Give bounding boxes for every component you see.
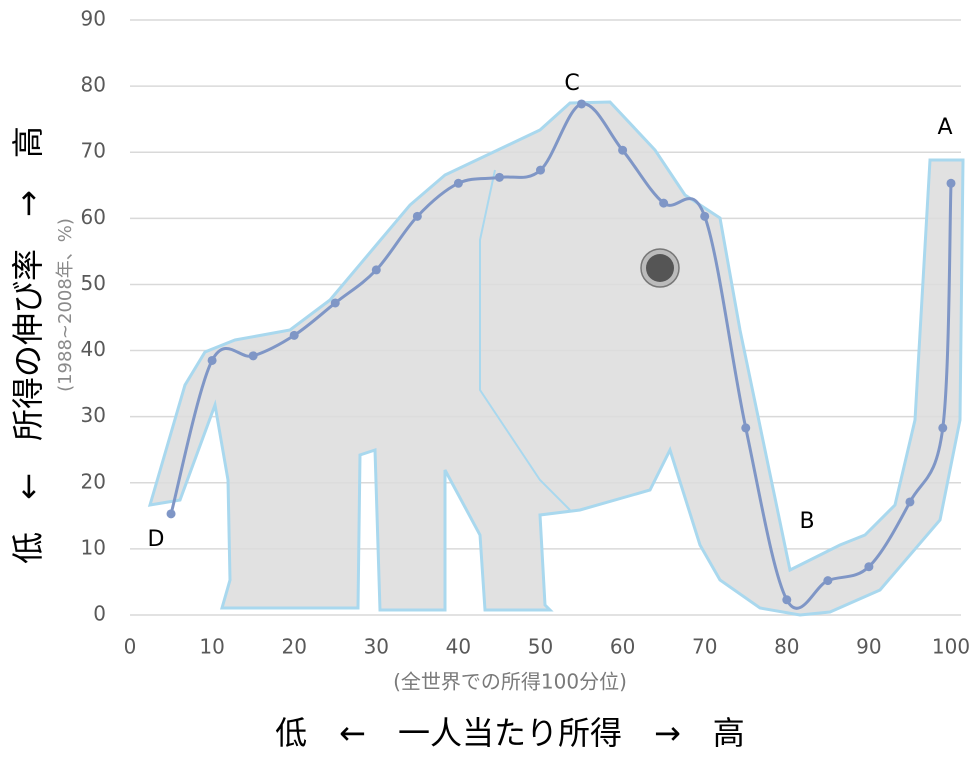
point (577, 99, 587, 109)
point (494, 172, 504, 182)
x-sublabel: (全世界での所得100分位) (393, 670, 627, 694)
annotation: B (799, 509, 814, 534)
point (207, 355, 217, 365)
point (864, 562, 874, 572)
y-tick-label: 30 (81, 403, 106, 427)
y-tick-label: 60 (81, 205, 106, 229)
y-label: 低 ← 所得の伸び率 → 高 (9, 126, 47, 564)
annotation: D (148, 527, 165, 552)
x-tick-label: 80 (774, 635, 799, 659)
annotation: A (937, 115, 952, 140)
x-tick-label: 30 (364, 635, 389, 659)
point (905, 497, 915, 507)
annotation: C (564, 71, 579, 96)
point (166, 509, 176, 519)
point (289, 330, 299, 340)
y-tick-label: 80 (81, 73, 106, 97)
x-tick-label: 60 (610, 635, 635, 659)
y-tick-label: 50 (81, 271, 106, 295)
point (782, 595, 792, 605)
point (371, 265, 381, 275)
point (700, 211, 710, 221)
elephant-ear (479, 169, 571, 511)
y-tick-label: 70 (81, 139, 106, 163)
y-tick-label: 10 (81, 535, 106, 559)
y-tick-label: 90 (81, 7, 106, 31)
x-tick-label: 20 (281, 635, 306, 659)
point (248, 351, 258, 361)
point (412, 211, 422, 221)
y-tick-label: 20 (81, 469, 106, 493)
point (536, 165, 545, 175)
point (453, 178, 463, 188)
x-tick-label: 50 (528, 635, 553, 659)
y-tick-label: 0 (93, 602, 106, 626)
elephant-eye-inner (646, 254, 674, 282)
x-label: 低 ← 一人当たり所得 → 高 (275, 714, 745, 752)
elephant-shape (147, 100, 965, 617)
point (330, 298, 340, 308)
point (618, 145, 628, 155)
point (659, 198, 669, 208)
point (946, 178, 956, 188)
point (741, 423, 751, 433)
x-tick-label: 90 (856, 635, 881, 659)
x-tick-label: 10 (199, 635, 224, 659)
y-sublabel: (1988~2008年、%) (55, 218, 76, 392)
point (938, 423, 948, 433)
point (823, 576, 833, 586)
x-tick-label: 0 (124, 635, 137, 659)
y-tick-label: 40 (81, 337, 106, 361)
x-tick-label: 100 (932, 635, 970, 659)
x-tick-label: 40 (446, 635, 471, 659)
x-tick-label: 70 (692, 635, 717, 659)
